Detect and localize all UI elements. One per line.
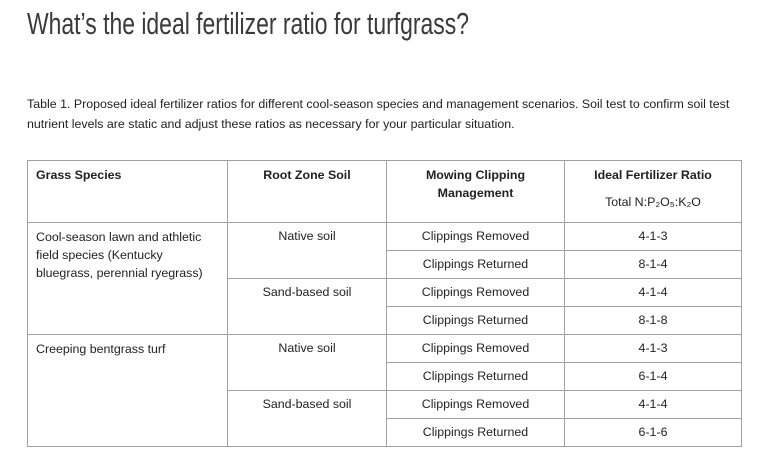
title: What’s the ideal fertilizer ratio for tu… bbox=[27, 6, 469, 41]
table: Grass Species Root Zone Soil Mowing Clip… bbox=[27, 160, 742, 447]
table-row: Clippings Returned 8-1-8 bbox=[28, 306, 742, 335]
management-cell: Clippings Returned bbox=[386, 306, 565, 335]
header-cell: Grass Species bbox=[27, 160, 228, 223]
header-row: Grass Species Root Zone Soil Mowing Clip… bbox=[27, 160, 742, 223]
species-cell: Creeping bentgrass turf bbox=[27, 334, 228, 447]
management-cell: Clippings Returned bbox=[386, 418, 565, 447]
ratio-cell: 8-1-8 bbox=[564, 306, 742, 335]
caption: Table 1. Proposed ideal fertilizer ratio… bbox=[27, 97, 730, 131]
management-cell: Clippings Removed bbox=[386, 390, 565, 419]
management-cell: Clippings Removed bbox=[386, 222, 565, 251]
soil-cell: Sand-based soil bbox=[227, 278, 387, 335]
ratio-cell: 6-1-6 bbox=[564, 418, 742, 447]
soil-cell: Native soil bbox=[227, 222, 387, 279]
table-row: Clippings Returned 6-1-6 bbox=[28, 418, 742, 447]
table-row: Clippings Returned 6-1-4 bbox=[28, 362, 742, 391]
soil-cell: Native soil bbox=[227, 334, 387, 391]
table-body: Cool-season lawn and athletic field spec… bbox=[27, 222, 742, 447]
management-cell: Clippings Returned bbox=[386, 250, 565, 279]
management-cell: Clippings Returned bbox=[386, 362, 565, 391]
ratio-cell: 8-1-4 bbox=[564, 250, 742, 279]
management-cell: Clippings Removed bbox=[386, 278, 565, 307]
ratio-cell: 6-1-4 bbox=[564, 362, 742, 391]
table-row: Creeping bentgrass turf Native soil Clippi… bbox=[27, 334, 742, 447]
table-row: Sand-based soil Clippings Removed 4-1-4 bbox=[28, 390, 742, 447]
ratio-cell: 4-1-3 bbox=[564, 334, 742, 363]
ratio-cell: 4-1-4 bbox=[564, 278, 742, 307]
header-cell: Root Zone Soil bbox=[227, 160, 387, 223]
species-cell: Cool-season lawn and athletic field spec… bbox=[27, 222, 228, 335]
management-cell: Clippings Removed bbox=[386, 334, 565, 363]
ratio-cell: 4-1-4 bbox=[564, 390, 742, 419]
header-label: Ideal Fertilizer Ratio bbox=[594, 168, 712, 182]
ratio-cell: 4-1-3 bbox=[564, 222, 742, 251]
table-row: Cool-season lawn and athletic field spec… bbox=[27, 222, 742, 335]
soil-cell: Sand-based soil bbox=[227, 390, 387, 447]
header-sublabel: Total N:P₂O₅:K₂O bbox=[605, 195, 701, 209]
header-cell: Mowing Clipping Management bbox=[386, 160, 565, 223]
table-row: Clippings Returned 8-1-4 bbox=[28, 250, 742, 279]
header-cell: Ideal Fertilizer Ratio Total N:P₂O₅:K₂O bbox=[564, 160, 742, 223]
